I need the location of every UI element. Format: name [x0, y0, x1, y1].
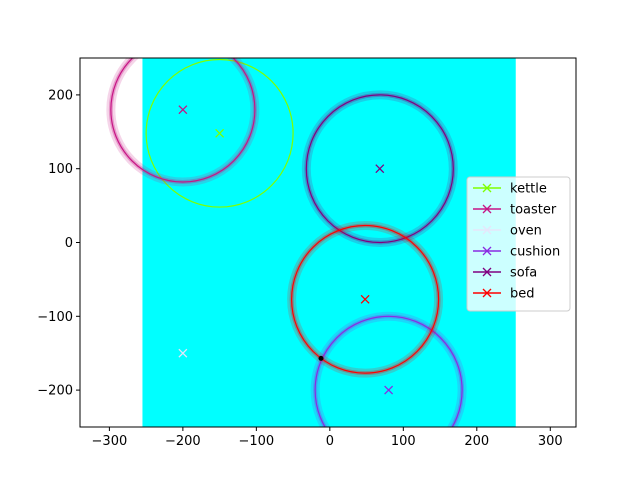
legend-marker	[482, 267, 492, 277]
cushion-marker-stroke-b	[384, 385, 394, 395]
x-tick-label: 300	[538, 434, 563, 449]
bed-circle	[291, 224, 440, 374]
legend-marker	[482, 246, 492, 256]
legend-item-cushion: cushion	[473, 245, 560, 260]
x-tick-label: 200	[464, 434, 489, 449]
legend-box	[466, 176, 571, 312]
cushion-marker	[384, 385, 394, 395]
bed-marker-stroke-b	[360, 294, 370, 304]
toaster-circle	[110, 58, 256, 183]
legend-marker-stroke-b	[482, 267, 492, 277]
y-tick-label: −200	[37, 384, 73, 399]
legend-marker-stroke-b	[482, 204, 492, 214]
legend-marker	[482, 288, 492, 298]
toaster-marker	[178, 105, 188, 115]
y-tick-label: 0	[65, 236, 73, 251]
cushion-circle	[314, 315, 463, 427]
toaster-marker-stroke-b	[178, 105, 188, 115]
sofa-marker	[375, 164, 385, 174]
plot-area	[106, 58, 516, 427]
oven-marker-stroke-b	[178, 348, 188, 358]
y-tick-label: 100	[48, 162, 73, 177]
x-tick-label: −300	[92, 434, 128, 449]
kettle-marker-stroke-b	[215, 128, 225, 138]
legend-marker-stroke-b	[482, 225, 492, 235]
legend-marker	[482, 204, 492, 214]
background-region	[142, 58, 516, 427]
legend-item-toaster: toaster	[473, 203, 557, 218]
legend-label: sofa	[510, 266, 537, 281]
oven-marker	[178, 348, 188, 358]
x-tick-label: −100	[238, 434, 274, 449]
legend-label: toaster	[510, 203, 557, 218]
annotation-point	[318, 355, 324, 361]
legend-item-bed: bed	[473, 287, 535, 302]
kettle-marker	[215, 128, 225, 138]
x-tick-label: 0	[326, 434, 334, 449]
axis-ticks: −300 −200 −100 0 100 200 300 −200 −100 0 100 200	[37, 88, 562, 449]
sofa-circle	[305, 94, 454, 244]
x-tick-label: −200	[165, 434, 201, 449]
legend-marker-stroke-b	[482, 183, 492, 193]
legend-marker-stroke-b	[482, 246, 492, 256]
y-tick-label: −100	[37, 310, 73, 325]
legend-label: kettle	[510, 182, 547, 197]
legend-label: cushion	[510, 245, 560, 260]
legend-item-sofa: sofa	[473, 266, 537, 281]
x-tick-label: 100	[391, 434, 416, 449]
legend-marker-stroke-b	[482, 288, 492, 298]
bed-marker	[360, 294, 370, 304]
legend-label: oven	[510, 224, 542, 239]
kettle-circle	[145, 58, 294, 208]
legend: kettle toaster oven cushion sofa bed	[466, 176, 571, 312]
legend-marker	[482, 225, 492, 235]
legend-item-oven: oven	[473, 224, 542, 239]
legend-label: bed	[510, 287, 535, 302]
y-tick-label: 200	[48, 88, 73, 103]
legend-marker	[482, 183, 492, 193]
legend-item-kettle: kettle	[473, 182, 547, 197]
sofa-marker-stroke-b	[375, 164, 385, 174]
